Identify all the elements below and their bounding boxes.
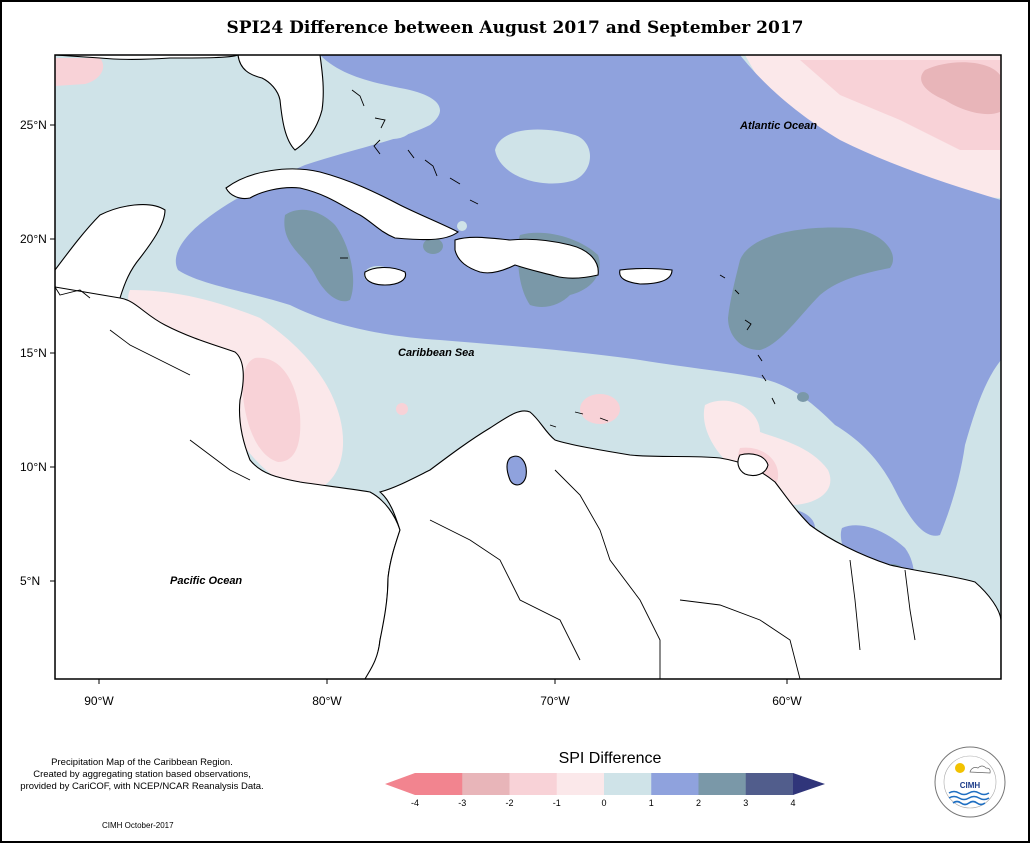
field-pos2-dot2: [797, 392, 809, 402]
legend-bin: [509, 773, 558, 795]
map-title: SPI24 Difference between August 2017 and…: [226, 18, 804, 38]
ticks: [50, 124, 788, 684]
lat-label-25: 25°N: [20, 118, 47, 132]
island-bahamas-2: [374, 117, 386, 129]
island-bahamas-3: [373, 139, 381, 155]
note-line-3: provided by CariCOF, with NCEP/NCAR Rean…: [20, 781, 264, 792]
legend-arrow-high: [793, 773, 825, 795]
island-bahamas-1: [351, 89, 365, 107]
legend-colorbar: [385, 773, 825, 795]
legend-tick-label: 3: [743, 798, 749, 808]
field-zero-bahamas2: [373, 111, 413, 139]
island-abc-1: [574, 411, 584, 415]
field-zero-bahamas: [495, 129, 590, 184]
logo-sun-icon: [955, 763, 965, 773]
label-pacific: Pacific Ocean: [170, 575, 243, 587]
logo-text: CIMH: [960, 781, 981, 790]
legend-bin: [556, 773, 605, 795]
field-pos2-dot: [423, 238, 443, 254]
border-line-5: [429, 519, 581, 661]
island-abc-3: [549, 424, 557, 428]
legend-bin: [415, 773, 463, 795]
legend-title: SPI Difference: [558, 750, 662, 767]
field-neg-trinidad: [703, 400, 831, 505]
islands: [340, 89, 776, 428]
lat-label-5: 5°N: [20, 574, 41, 588]
land: [55, 55, 1001, 679]
legend-tick-label: 4: [790, 798, 796, 808]
credit: CIMH October-2017: [102, 821, 174, 830]
land-jamaica: [364, 266, 407, 286]
border-line-1: [55, 286, 91, 299]
field-pos2-cuba: [284, 209, 354, 302]
land-cuba: [225, 168, 460, 241]
lat-label-15: 15°N: [20, 346, 47, 360]
legend-tick-label: -4: [410, 798, 419, 808]
legend-tick-label: -3: [458, 798, 467, 808]
lon-label-70: 70°W: [540, 694, 570, 708]
logo-waves-icon: [948, 790, 990, 806]
land-hispaniola: [454, 236, 599, 279]
label-caribbean: Caribbean Sea: [398, 347, 475, 359]
legend-tick-label: -2: [505, 798, 514, 808]
border-line-2: [109, 329, 191, 376]
island-lesser-5: [761, 374, 767, 382]
legend-tick-label: 1: [648, 798, 654, 808]
field-neg-ne-max: [921, 62, 1000, 115]
cimh-logo: CIMH: [934, 746, 1006, 818]
lon-label-80: 80°W: [312, 694, 342, 708]
land-lake-maracaibo: [506, 455, 527, 486]
island-lesser-6: [771, 397, 776, 405]
field-zero-dot: [457, 221, 467, 231]
border-line-3: [189, 439, 251, 481]
legend-bin: [698, 773, 747, 795]
legend-bin: [462, 773, 510, 795]
field-neg-abc: [580, 394, 620, 424]
map-border: [54, 54, 1002, 680]
legend-arrow-low: [385, 773, 415, 795]
island-abc-2: [599, 417, 609, 422]
land-puerto-rico: [619, 267, 673, 285]
logo-cloud-icon: [969, 765, 991, 774]
island-lesser-3: [744, 319, 752, 331]
border-line-6: [679, 599, 801, 679]
lat-label-10: 10°N: [20, 460, 47, 474]
lon-label-60: 60°W: [772, 694, 802, 708]
note-line-2: Created by aggregating station based obs…: [33, 769, 251, 780]
island-lesser-4: [757, 354, 763, 362]
note-line-1: Precipitation Map of the Caribbean Regio…: [51, 757, 233, 768]
island-bahamas-6: [449, 177, 461, 185]
label-atlantic: Atlantic Ocean: [740, 120, 818, 132]
legend-tick-label: 0: [601, 798, 607, 808]
lat-label-20: 20°N: [20, 232, 47, 246]
legend-bin: [745, 773, 794, 795]
border-line-4: [554, 469, 661, 679]
legend-tick-label: -1: [552, 798, 561, 808]
legend-bin: [651, 773, 699, 795]
field-pos-main: [175, 55, 1001, 536]
land-trinidad: [737, 453, 769, 477]
island-bahamas-7: [469, 199, 479, 205]
island-bahamas-4: [407, 149, 415, 159]
land-florida: [237, 55, 324, 151]
island-lesser-2: [734, 289, 740, 295]
legend-bin: [604, 773, 652, 795]
field-neg-nw: [55, 58, 104, 86]
border-line-8: [904, 569, 916, 641]
legend-tick-label: 2: [695, 798, 701, 808]
borders: [55, 286, 916, 679]
field-neg-dot: [396, 403, 408, 415]
map-note: Precipitation Map of the Caribbean Regio…: [6, 757, 278, 793]
field-neg-cam-core: [242, 357, 301, 462]
land-us-gulf: [55, 55, 239, 61]
island-lesser-1: [719, 274, 726, 279]
field-pos2-leeward: [728, 227, 894, 350]
lon-label-90: 90°W: [84, 694, 114, 708]
border-line-7: [849, 559, 861, 651]
island-bahamas-5: [424, 159, 438, 177]
